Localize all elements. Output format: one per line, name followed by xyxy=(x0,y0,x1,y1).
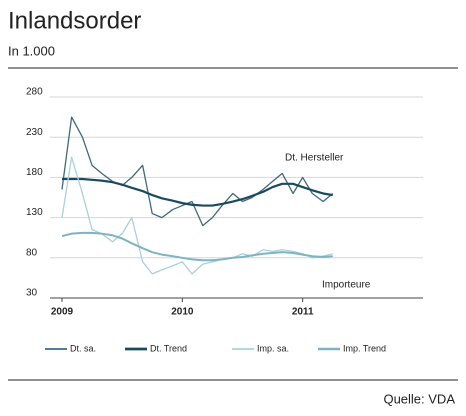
series-line xyxy=(62,177,333,207)
series-line xyxy=(61,156,333,275)
x-tick-label: 2011 xyxy=(292,307,314,318)
legend-label: Imp. sa. xyxy=(257,343,289,353)
y-tick-label: 130 xyxy=(26,207,43,218)
y-tick-label: 180 xyxy=(26,167,43,178)
legend-label: Dt. sa. xyxy=(70,343,96,353)
y-tick-label: 80 xyxy=(26,247,38,258)
source: Quelle: VDA xyxy=(383,391,455,406)
series-line xyxy=(61,116,334,227)
annotation: Importeure xyxy=(322,280,371,291)
y-tick-label: 280 xyxy=(26,87,43,98)
chart-title: Inlandsorder xyxy=(8,7,141,34)
legend-label: Imp. Trend xyxy=(343,343,386,353)
chart-subtitle: In 1.000 xyxy=(8,43,55,58)
y-tick-label: 230 xyxy=(26,127,43,138)
x-tick-label: 2010 xyxy=(171,307,194,318)
annotation: Dt. Hersteller xyxy=(285,153,344,164)
series-line xyxy=(61,231,333,262)
legend-label: Dt. Trend xyxy=(150,343,187,353)
y-tick-label: 30 xyxy=(26,288,38,299)
x-tick-label: 2009 xyxy=(51,307,74,318)
